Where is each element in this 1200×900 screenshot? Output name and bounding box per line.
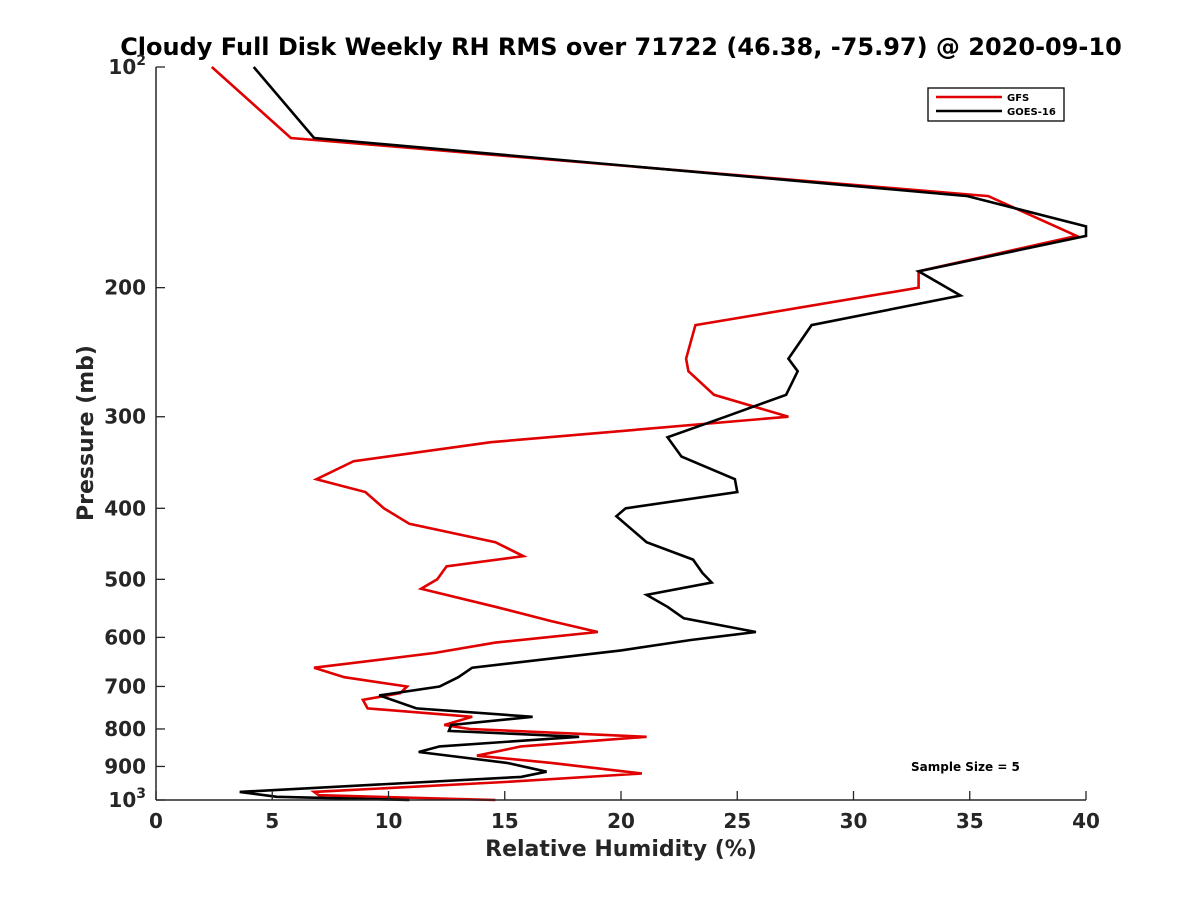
y-tick-label: 900 bbox=[104, 754, 146, 778]
series-layer bbox=[210, 66, 1088, 802]
y-tick-label: 400 bbox=[104, 496, 146, 520]
x-tick-label: 0 bbox=[149, 809, 163, 833]
x-tick-label: 35 bbox=[956, 809, 984, 833]
y-tick-label: 500 bbox=[104, 567, 146, 591]
x-tick-label: 30 bbox=[840, 809, 868, 833]
legend-label-goes16: GOES-16 bbox=[1007, 107, 1056, 118]
y-tick-exponent: 3 bbox=[136, 786, 146, 802]
x-tick-label: 10 bbox=[375, 809, 403, 833]
x-tick-label: 5 bbox=[265, 809, 279, 833]
x-tick-label: 20 bbox=[607, 809, 635, 833]
sample-size-annotation: Sample Size = 5 bbox=[911, 760, 1020, 774]
chart-title: Cloudy Full Disk Weekly RH RMS over 7172… bbox=[120, 33, 1122, 61]
legend: GFS GOES-16 bbox=[927, 87, 1065, 122]
y-tick-label: 300 bbox=[104, 405, 146, 429]
x-tick-label: 25 bbox=[723, 809, 751, 833]
x-ticks: 0 5 10 15 20 25 30 35 40 bbox=[149, 791, 1100, 833]
series-line-gfs bbox=[210, 66, 1081, 802]
y-axis-label: Pressure (mb) bbox=[74, 345, 99, 521]
x-axis-label: Relative Humidity (%) bbox=[485, 837, 757, 862]
x-tick-label: 40 bbox=[1072, 809, 1100, 833]
series-line-goes16 bbox=[239, 66, 1088, 802]
y-tick-exponent: 2 bbox=[136, 53, 146, 69]
y-tick-label: 800 bbox=[104, 717, 146, 741]
x-tick-label: 15 bbox=[491, 809, 519, 833]
legend-label-gfs: GFS bbox=[1007, 93, 1029, 104]
y-tick-label: 200 bbox=[104, 276, 146, 300]
legend-box bbox=[927, 87, 1065, 122]
y-tick-label: 700 bbox=[104, 674, 146, 698]
y-tick-label: 600 bbox=[104, 625, 146, 649]
plot-area bbox=[156, 67, 1086, 800]
